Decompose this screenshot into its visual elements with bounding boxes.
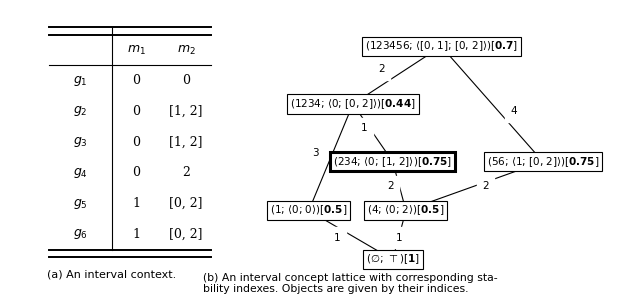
Text: $m_2$: $m_2$ <box>177 44 195 57</box>
Text: 0: 0 <box>132 166 140 179</box>
Text: 0: 0 <box>132 105 140 118</box>
Text: (a) An interval context.: (a) An interval context. <box>47 270 177 280</box>
Text: 1: 1 <box>334 233 341 243</box>
Text: 2: 2 <box>182 166 190 179</box>
Text: $g_{2}$: $g_{2}$ <box>73 105 88 119</box>
Text: $g_{3}$: $g_{3}$ <box>73 135 88 149</box>
Text: (56; ⟨1; [0, 2]⟩)[$\mathbf{0.75}$]: (56; ⟨1; [0, 2]⟩)[$\mathbf{0.75}$] <box>486 155 599 168</box>
Text: [1, 2]: [1, 2] <box>169 136 203 148</box>
Text: 1: 1 <box>361 124 367 133</box>
Text: [0, 2]: [0, 2] <box>169 228 203 241</box>
Text: [0, 2]: [0, 2] <box>169 197 203 210</box>
Text: $(\emptyset;\, \top)$[$\mathbf{1}$]: $(\emptyset;\, \top)$[$\mathbf{1}$] <box>365 253 420 266</box>
Text: 2: 2 <box>378 64 385 75</box>
Text: $g_{6}$: $g_{6}$ <box>73 227 88 241</box>
Text: 1: 1 <box>132 197 140 210</box>
Text: 2: 2 <box>387 181 394 191</box>
Text: 0: 0 <box>182 74 190 87</box>
Text: (4; ⟨0; 2⟩)[$\mathbf{0.5}$]: (4; ⟨0; 2⟩)[$\mathbf{0.5}$] <box>367 204 445 217</box>
Text: 0: 0 <box>132 74 140 87</box>
Text: $g_{1}$: $g_{1}$ <box>73 74 88 88</box>
Text: $m_1$: $m_1$ <box>127 44 146 57</box>
Text: $g_{4}$: $g_{4}$ <box>73 166 88 180</box>
Text: 4: 4 <box>511 106 518 116</box>
Text: 0: 0 <box>132 136 140 148</box>
Text: 2: 2 <box>482 181 489 191</box>
Text: (234; ⟨0; [1, 2]⟩)[$\mathbf{0.75}$]: (234; ⟨0; [1, 2]⟩)[$\mathbf{0.75}$] <box>333 155 452 168</box>
Text: (b) An interval concept lattice with corresponding sta-
bility indexes. Objects : (b) An interval concept lattice with cor… <box>203 273 497 294</box>
Text: 1: 1 <box>396 233 403 243</box>
Text: (1; ⟨0; 0⟩)[$\mathbf{0.5}$]: (1; ⟨0; 0⟩)[$\mathbf{0.5}$] <box>270 204 348 217</box>
Text: $g_{5}$: $g_{5}$ <box>73 197 88 211</box>
Text: (1234; ⟨0; [0, 2]⟩)[$\mathbf{0.44}$]: (1234; ⟨0; [0, 2]⟩)[$\mathbf{0.44}$] <box>290 97 416 111</box>
Text: 3: 3 <box>312 148 319 158</box>
Text: (123456; ⟨[0, 1]; [0, 2]⟩)[$\mathbf{0.7}$]: (123456; ⟨[0, 1]; [0, 2]⟩)[$\mathbf{0.7}… <box>365 40 518 53</box>
Text: [1, 2]: [1, 2] <box>169 105 203 118</box>
Text: 1: 1 <box>132 228 140 241</box>
